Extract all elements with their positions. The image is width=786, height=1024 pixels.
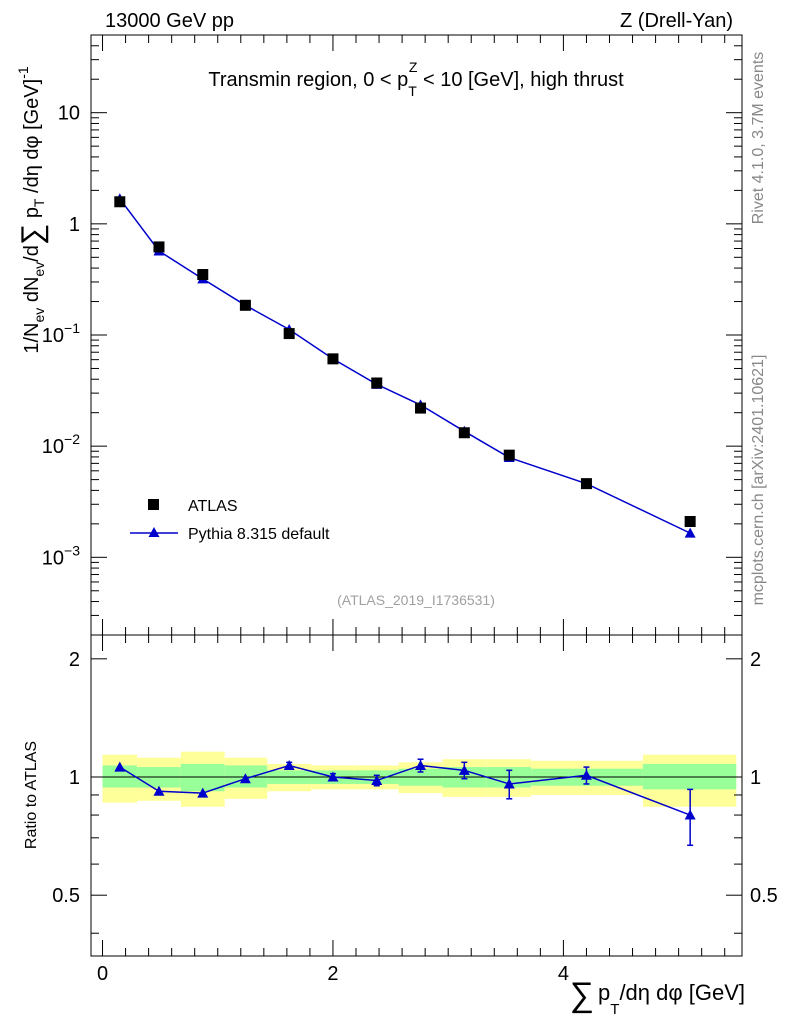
ratio-mc-point (371, 774, 383, 785)
legend-data-marker (148, 499, 159, 510)
ratio-frame (90, 634, 743, 957)
data-point (503, 449, 515, 461)
data-point (239, 299, 251, 311)
data-point (371, 377, 383, 389)
mc-series (114, 193, 696, 538)
ratio-ytick-label: 0.5 (52, 885, 80, 907)
ratio-ytick-label: 1 (69, 767, 80, 789)
data-point (153, 241, 165, 253)
legend-mc-label: Pythia 8.315 default (188, 526, 330, 543)
main-ytick-label: 10−3 (42, 542, 80, 569)
ratio-mc-point (327, 771, 339, 782)
ratio-ticks: 0.5 0.5 1 1 2 2 0 2 4 (52, 635, 778, 985)
rivet-label: Rivet 4.1.0, 3.7M events (750, 52, 767, 225)
ratio-mc-line (119, 764, 691, 816)
data-point (197, 269, 209, 281)
ratio-mc-series (114, 758, 696, 847)
legend-data-label: ATLAS (188, 498, 238, 515)
analysis-id: (ATLAS_2019_I1736531) (337, 592, 495, 608)
ratio-mc-point (503, 778, 515, 789)
xtick-label: 4 (558, 963, 569, 985)
mcplots-label: mcplots.cern.ch [arXiv:2401.10621] (750, 355, 767, 606)
ratio-ytick-label: 2 (69, 649, 80, 671)
header-right: Z (Drell-Yan) (620, 10, 733, 32)
data-point (114, 196, 126, 208)
ratio-mc-point (153, 785, 165, 796)
legend-mc-marker (148, 527, 160, 537)
legend: ATLAS Pythia 8.315 default (130, 498, 330, 543)
ratio-ytick-label-right: 0.5 (750, 885, 778, 907)
ratio-mc-point (283, 759, 295, 770)
ratio-mc-point (239, 773, 251, 784)
svg-text:1/Nev dNev/d∑ pT /dη dφ [GeV]: 1/Nev dNev/d∑ pT /dη dφ [GeV]-1 (15, 66, 49, 354)
band-inner (180, 763, 225, 792)
data-point (415, 402, 427, 414)
xtick-label: 2 (327, 963, 338, 985)
data-point (580, 478, 592, 490)
ratio-ylabel: Ratio to ATLAS (23, 741, 40, 849)
xtick-label: 0 (97, 963, 108, 985)
main-ytick-label: 10−1 (42, 320, 80, 347)
data-point (684, 515, 696, 527)
ratio-mc-point (458, 764, 470, 775)
data-point (327, 353, 339, 365)
ratio-ytick-label-right: 1 (750, 767, 761, 789)
ratio-mc-point (580, 769, 592, 780)
data-point (458, 427, 470, 439)
ratio-ytick-label-right: 2 (750, 649, 761, 671)
main-ticks: 10−3 10−2 10−1 1 10 (42, 34, 742, 636)
data-point (283, 328, 295, 340)
ratio-mc-point (415, 759, 427, 770)
header-left: 13000 GeV pp (105, 10, 234, 32)
ratio-mc-point (114, 761, 126, 772)
ratio-panel: 0.5 0.5 1 1 2 2 0 2 4 (52, 634, 778, 985)
x-axis-label: ∑ pT/dη dφ [GeV] (570, 976, 745, 1018)
mc-line (119, 198, 691, 534)
main-ytick-label: 10−2 (42, 431, 80, 458)
main-ytick-label: 10 (58, 103, 80, 125)
main-title: Transmin region, 0 < pTZ < 10 [GeV], hig… (208, 59, 624, 99)
main-frame (90, 34, 743, 636)
main-panel: Transmin region, 0 < pTZ < 10 [GeV], hig… (42, 34, 743, 636)
mc-point (684, 527, 696, 538)
ratio-mc-point (684, 809, 696, 820)
data-series (114, 196, 696, 527)
ratio-mc-point (197, 787, 209, 798)
main-ytick-label: 1 (69, 214, 80, 236)
main-ylabel: 1/Nev dNev/d∑ pT /dη dφ [GeV]-1 (15, 66, 49, 354)
